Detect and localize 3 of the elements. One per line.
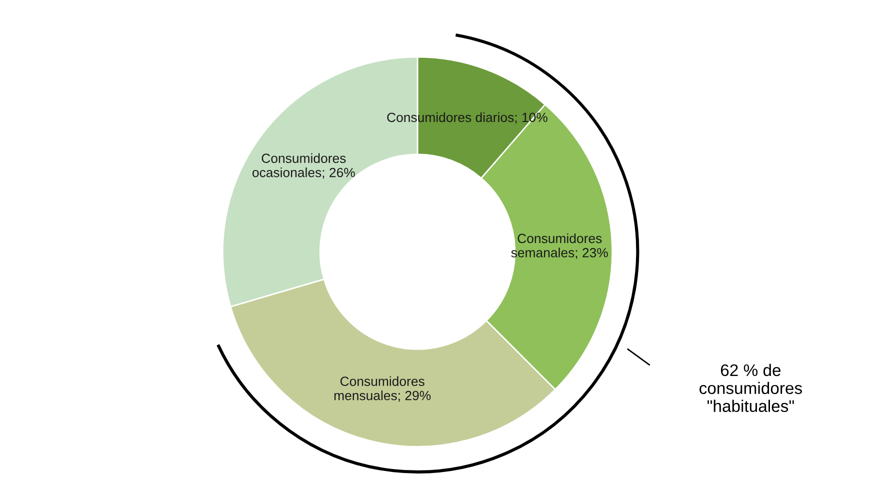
text: 62 % de consumidores "habituales"	[700, 364, 802, 412]
slice-label: Consumidores mensuales; 29%	[334, 376, 431, 402]
slice-label: Consumidores ocasionales; 26%	[252, 153, 355, 179]
